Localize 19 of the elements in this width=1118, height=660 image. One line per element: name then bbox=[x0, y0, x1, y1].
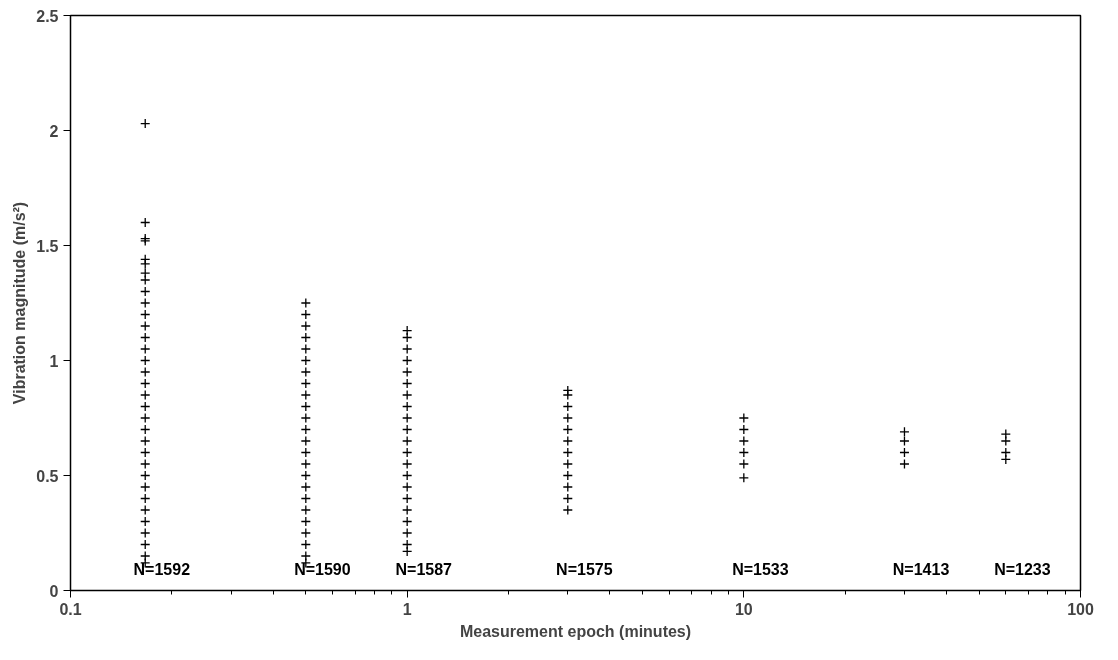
annotation: N=1587 bbox=[395, 561, 453, 579]
x-tick-label: 1 bbox=[402, 600, 412, 618]
x-tick-label: 100 bbox=[1067, 600, 1094, 618]
annotation: N=1413 bbox=[892, 561, 950, 579]
y-tick-label: 1 bbox=[49, 352, 59, 370]
annotation: N=1533 bbox=[732, 561, 789, 579]
annotation: N=1592 bbox=[133, 561, 191, 579]
y-tick-label: 2 bbox=[49, 122, 59, 140]
y-tick-label: 1.5 bbox=[36, 237, 59, 255]
y-tick-label: 0.5 bbox=[36, 467, 59, 485]
y-tick-label: 2.5 bbox=[36, 7, 59, 25]
y-axis-title: Vibration magnitude (m/s²) bbox=[11, 201, 29, 405]
x-tick-label: 0.1 bbox=[59, 600, 82, 618]
x-axis-title: Measurement epoch (minutes) bbox=[459, 622, 692, 640]
x-tick-label: 10 bbox=[734, 600, 753, 618]
annotation: N=1575 bbox=[556, 561, 613, 579]
y-tick-label: 0 bbox=[49, 582, 59, 600]
annotation: N=1233 bbox=[994, 561, 1051, 579]
annotation: N=1590 bbox=[294, 561, 351, 579]
